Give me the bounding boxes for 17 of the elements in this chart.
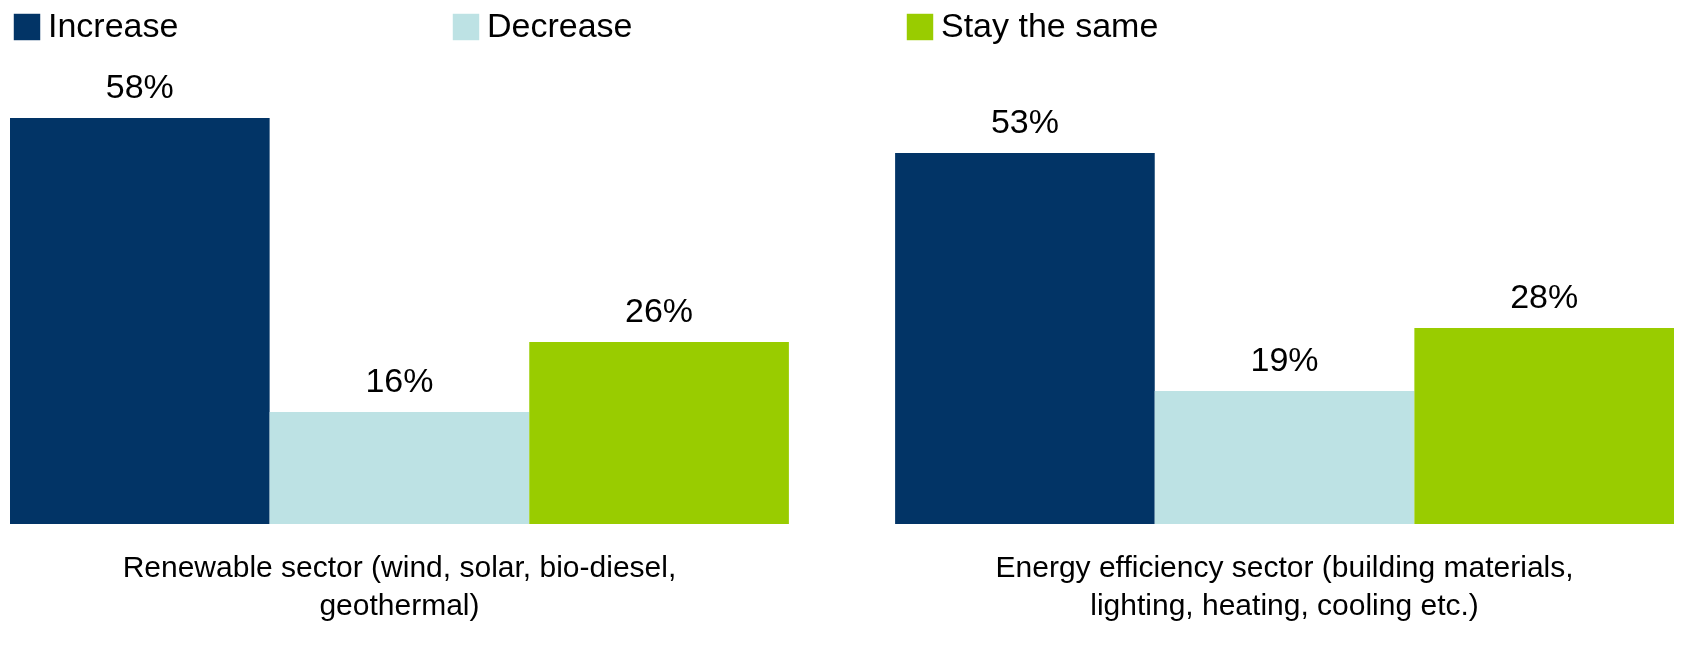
x-tick-label: Energy efficiency sector (building materials, lighting, heating, cooling etc.) xyxy=(995,549,1574,621)
legend-label: Stay the same xyxy=(941,6,1159,44)
data-label: 26% xyxy=(625,291,694,329)
bar xyxy=(895,153,1155,524)
data-label: 53% xyxy=(990,102,1059,140)
legend-label: Increase xyxy=(48,6,179,44)
x-tick-label: Renewable sector (wind, solar, bio-diesel, geothermal) xyxy=(122,549,677,621)
data-label: 58% xyxy=(105,67,174,105)
data-label: 19% xyxy=(1250,340,1319,378)
bar xyxy=(1414,328,1674,524)
data-label: 16% xyxy=(365,361,434,399)
bar xyxy=(269,412,530,524)
bar xyxy=(1154,391,1415,524)
bar xyxy=(529,342,789,524)
bar xyxy=(10,118,270,524)
data-label: 28% xyxy=(1510,277,1579,315)
legend-label: Decrease xyxy=(487,6,633,44)
